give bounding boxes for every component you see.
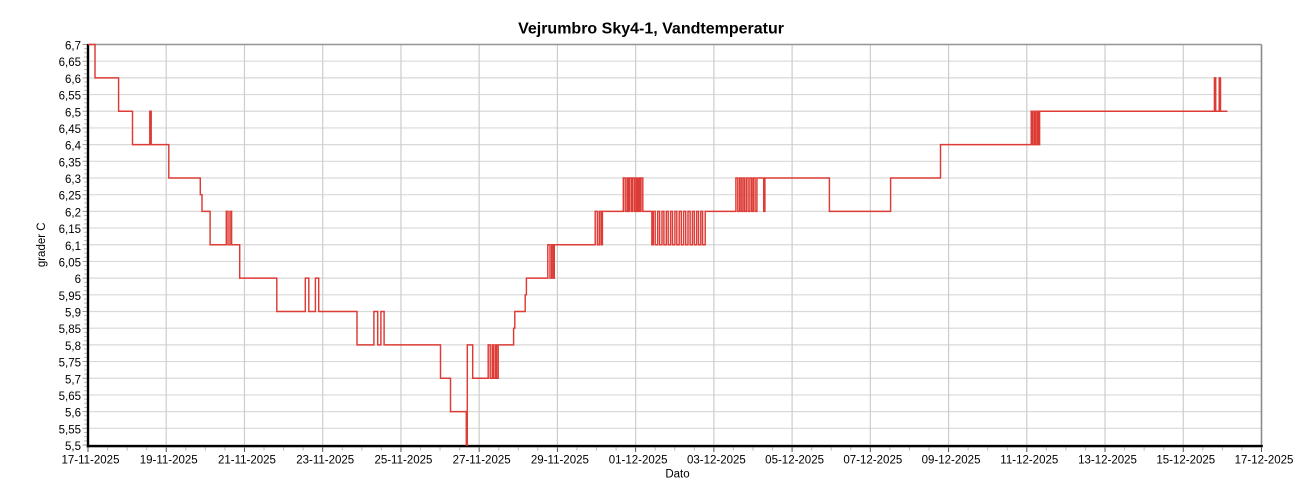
- svg-text:13-12-2025: 13-12-2025: [1078, 455, 1137, 467]
- svg-text:6: 6: [75, 274, 81, 286]
- svg-text:5,95: 5,95: [59, 291, 81, 303]
- svg-text:6,3: 6,3: [65, 174, 81, 186]
- svg-text:5,7: 5,7: [65, 374, 81, 386]
- svg-text:6,35: 6,35: [59, 157, 81, 169]
- svg-text:05-12-2025: 05-12-2025: [765, 455, 824, 467]
- svg-text:19-11-2025: 19-11-2025: [140, 455, 198, 467]
- svg-text:23-11-2025: 23-11-2025: [296, 455, 354, 467]
- svg-text:5,6: 5,6: [65, 408, 81, 420]
- svg-text:6,7: 6,7: [65, 41, 81, 53]
- svg-text:5,65: 5,65: [59, 391, 81, 403]
- svg-text:01-12-2025: 01-12-2025: [609, 455, 668, 467]
- svg-text:5,75: 5,75: [59, 358, 81, 370]
- svg-text:5,5: 5,5: [65, 441, 81, 453]
- svg-text:6,45: 6,45: [59, 124, 81, 136]
- svg-text:6,2: 6,2: [65, 207, 81, 219]
- svg-text:6,1: 6,1: [65, 241, 81, 253]
- svg-text:11-12-2025: 11-12-2025: [1000, 455, 1058, 467]
- svg-text:17-11-2025: 17-11-2025: [62, 455, 120, 467]
- svg-text:6,5: 6,5: [65, 107, 81, 119]
- svg-text:6,4: 6,4: [65, 141, 82, 153]
- svg-text:6,25: 6,25: [59, 191, 81, 203]
- svg-text:21-11-2025: 21-11-2025: [218, 455, 276, 467]
- svg-text:09-12-2025: 09-12-2025: [922, 455, 981, 467]
- svg-text:07-12-2025: 07-12-2025: [843, 455, 902, 467]
- svg-text:6,65: 6,65: [59, 57, 81, 69]
- svg-text:03-12-2025: 03-12-2025: [687, 455, 746, 467]
- svg-text:6,55: 6,55: [59, 91, 81, 103]
- svg-text:29-11-2025: 29-11-2025: [531, 455, 589, 467]
- svg-text:6,15: 6,15: [59, 224, 81, 236]
- svg-text:5,85: 5,85: [59, 324, 81, 336]
- svg-text:grader C: grader C: [36, 222, 48, 267]
- svg-text:Dato: Dato: [665, 469, 689, 481]
- svg-text:5,55: 5,55: [59, 424, 81, 436]
- svg-text:27-11-2025: 27-11-2025: [453, 455, 511, 467]
- svg-text:5,9: 5,9: [65, 308, 81, 320]
- svg-text:15-12-2025: 15-12-2025: [1156, 455, 1215, 467]
- svg-text:6,05: 6,05: [59, 257, 81, 269]
- svg-text:25-11-2025: 25-11-2025: [374, 455, 432, 467]
- svg-text:6,6: 6,6: [65, 74, 81, 86]
- svg-text:17-12-2025: 17-12-2025: [1235, 455, 1294, 467]
- svg-text:5,8: 5,8: [65, 341, 81, 353]
- svg-text:Vejrumbro Sky4-1, Vandtemperat: Vejrumbro Sky4-1, Vandtemperatur: [518, 21, 784, 38]
